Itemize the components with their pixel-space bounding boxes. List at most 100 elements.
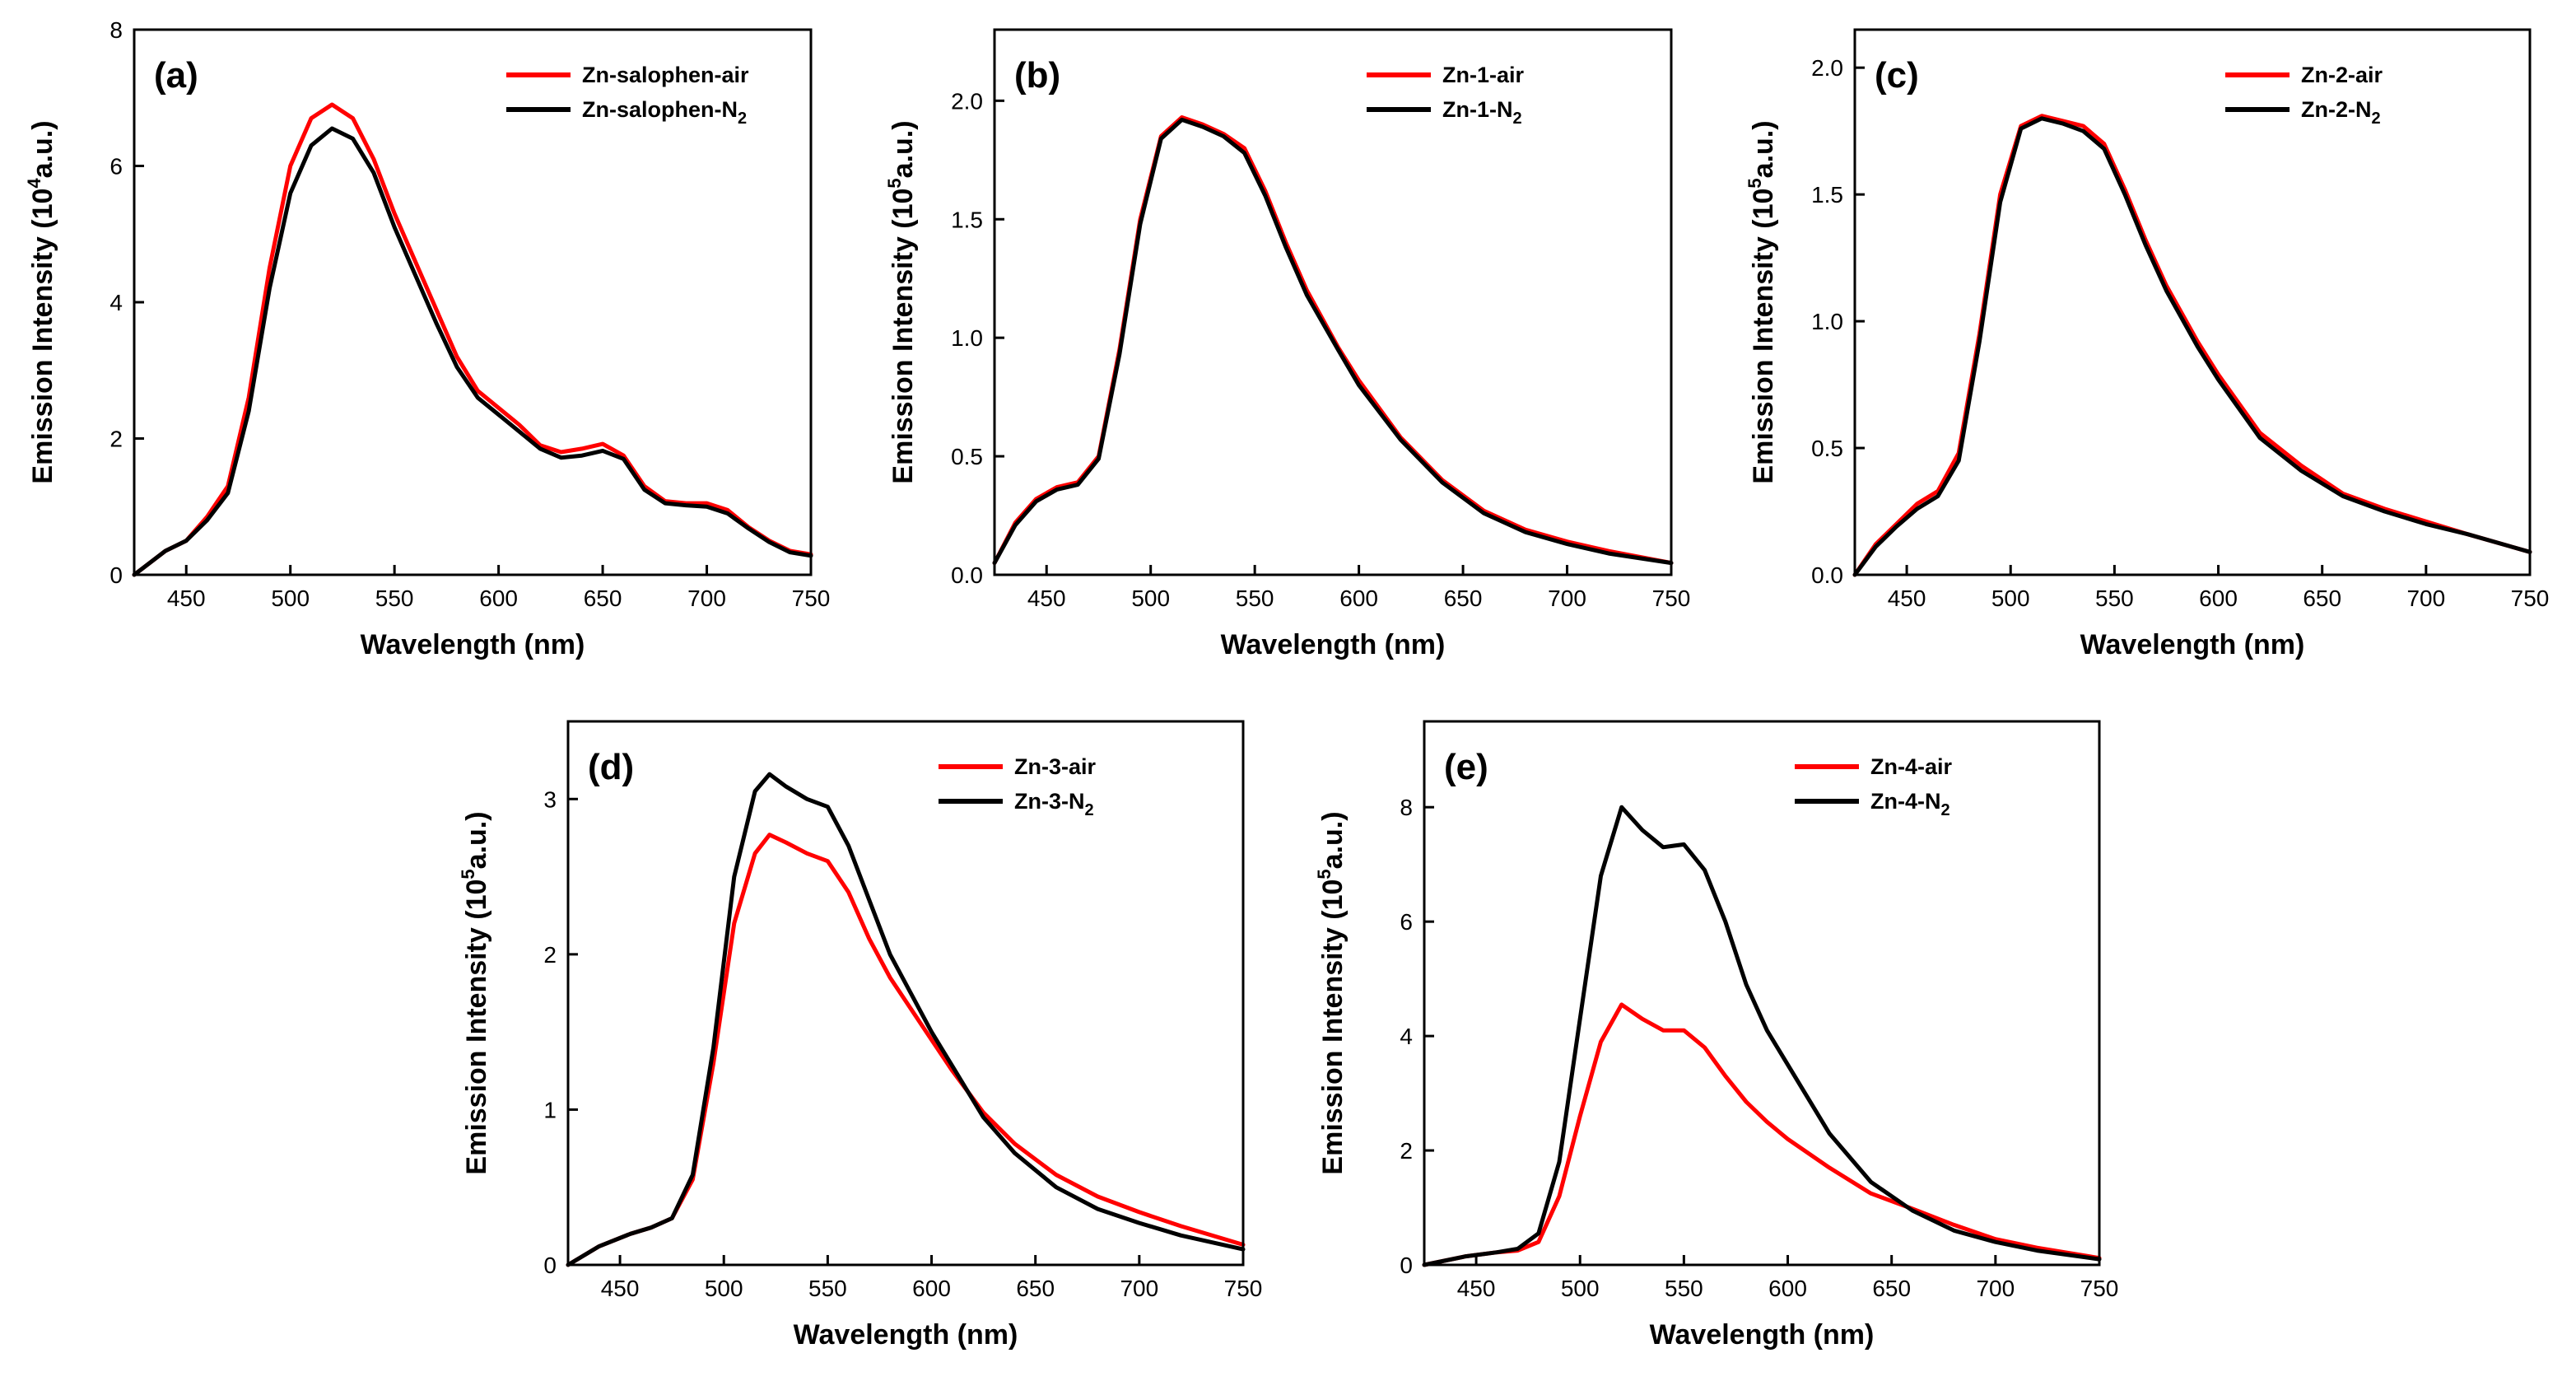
x-axis-title: Wavelength (nm) xyxy=(361,629,585,660)
plot-frame xyxy=(566,720,1245,1267)
y-tick-label: 3 xyxy=(543,786,557,812)
legend-label-n2: Zn-salophen-N2 xyxy=(582,97,747,128)
series-line-air xyxy=(566,833,1246,1267)
y-axis-title: Emission Intensity (105a.u.) xyxy=(458,811,492,1174)
x-tick-label: 750 xyxy=(1652,586,1691,611)
panel-label: (d) xyxy=(588,747,634,787)
y-tick-label: 6 xyxy=(1400,909,1413,935)
x-tick-label: 450 xyxy=(1888,586,1926,611)
y-tick-label: 2 xyxy=(109,427,123,452)
x-tick-label: 500 xyxy=(1991,586,2030,611)
x-tick-label: 700 xyxy=(1548,586,1586,611)
x-axis-title: Wavelength (nm) xyxy=(1650,1319,1875,1351)
x-tick-label: 550 xyxy=(1665,1276,1703,1301)
x-tick-label: 550 xyxy=(1236,586,1274,611)
x-tick-label: 650 xyxy=(1016,1276,1055,1301)
y-tick-label: 2 xyxy=(1400,1138,1413,1164)
legend-label-n2: Zn-4-N2 xyxy=(1870,789,1950,819)
y-tick-label: 1.5 xyxy=(1811,182,1843,208)
series-line-n2 xyxy=(992,117,1674,566)
y-tick-label: 1.0 xyxy=(951,325,983,351)
series-line-n2 xyxy=(566,772,1246,1267)
x-tick-label: 700 xyxy=(1120,1276,1158,1301)
chart-panel-4: 450 500 550 600 650 700 750 0 1 2 3 Wavelength (nm)… xyxy=(458,720,1263,1351)
series-line-air xyxy=(1852,114,2532,577)
y-tick-label: 1 xyxy=(543,1097,557,1122)
plot-frame xyxy=(993,28,1673,576)
legend-label-air: Zn-salophen-air xyxy=(582,63,749,87)
y-tick-label: 8 xyxy=(1400,795,1413,820)
x-tick-label: 500 xyxy=(1131,586,1170,611)
chart-panel-2: 450 500 550 600 650 700 750 0.0 0.5 1.0 1.5 2.0 Wave… xyxy=(884,28,1691,660)
series-line-air xyxy=(1422,1002,2102,1267)
plot-frame xyxy=(1423,720,2101,1267)
y-axis-title: Emission Intensity (105a.u.) xyxy=(1745,120,1779,483)
legend-label-air: Zn-1-air xyxy=(1442,63,1525,87)
x-tick-label: 700 xyxy=(2406,586,2445,611)
x-tick-label: 650 xyxy=(2303,586,2341,611)
x-tick-label: 650 xyxy=(1872,1276,1911,1301)
x-tick-label: 550 xyxy=(2095,586,2134,611)
x-tick-label: 600 xyxy=(479,586,518,611)
x-tick-label: 750 xyxy=(792,586,831,611)
x-tick-label: 700 xyxy=(687,586,726,611)
x-tick-label: 450 xyxy=(601,1276,640,1301)
y-tick-label: 4 xyxy=(1400,1024,1413,1049)
series-line-n2 xyxy=(1422,805,2102,1267)
y-tick-label: 0.0 xyxy=(951,562,983,588)
x-tick-label: 450 xyxy=(1027,586,1066,611)
x-tick-label: 500 xyxy=(1561,1276,1600,1301)
y-axis-title: Emission Intensity (104a.u.) xyxy=(24,120,58,483)
series-line-air xyxy=(132,102,813,577)
x-tick-label: 550 xyxy=(375,586,414,611)
x-tick-label: 600 xyxy=(912,1276,951,1301)
y-axis-title: Emission Intensity (105a.u.) xyxy=(884,120,919,483)
panel-label: (e) xyxy=(1444,747,1488,787)
legend-label-air: Zn-3-air xyxy=(1014,754,1097,779)
y-tick-label: 4 xyxy=(109,290,123,315)
y-tick-label: 1.5 xyxy=(951,207,983,232)
y-tick-label: 0 xyxy=(1400,1253,1413,1278)
series-line-n2 xyxy=(1852,116,2532,577)
y-axis-title: Emission Intensity (105a.u.) xyxy=(1314,811,1349,1174)
legend-label-air: Zn-2-air xyxy=(2301,63,2383,87)
x-tick-label: 700 xyxy=(1976,1276,2015,1301)
y-tick-label: 0 xyxy=(543,1253,557,1278)
x-tick-label: 600 xyxy=(1339,586,1378,611)
panel-label: (a) xyxy=(154,55,198,96)
y-tick-label: 1.0 xyxy=(1811,309,1843,334)
x-tick-label: 600 xyxy=(1768,1276,1807,1301)
x-tick-label: 750 xyxy=(1224,1276,1263,1301)
x-tick-label: 450 xyxy=(1457,1276,1496,1301)
legend-label-n2: Zn-3-N2 xyxy=(1014,789,1094,819)
x-tick-label: 500 xyxy=(271,586,310,611)
x-tick-label: 750 xyxy=(2080,1276,2119,1301)
x-axis-title: Wavelength (nm) xyxy=(794,1319,1018,1351)
y-tick-label: 0.0 xyxy=(1811,562,1843,588)
x-axis-title: Wavelength (nm) xyxy=(2080,629,2305,660)
chart-panel-3: 450 500 550 600 650 700 750 0.0 0.5 1.0 1.5 2.0 Wave… xyxy=(1745,28,2550,660)
x-tick-label: 650 xyxy=(584,586,622,611)
legend-label-n2: Zn-2-N2 xyxy=(2301,97,2381,128)
x-axis-title: Wavelength (nm) xyxy=(1221,629,1446,660)
y-tick-label: 2 xyxy=(543,942,557,968)
y-tick-label: 0.5 xyxy=(1811,436,1843,461)
x-tick-label: 450 xyxy=(167,586,206,611)
y-tick-label: 2.0 xyxy=(951,88,983,114)
x-tick-label: 650 xyxy=(1444,586,1483,611)
x-tick-label: 550 xyxy=(808,1276,847,1301)
y-tick-label: 0 xyxy=(109,562,123,588)
panel-label: (b) xyxy=(1014,55,1060,96)
y-tick-label: 8 xyxy=(109,17,123,43)
y-tick-label: 0.5 xyxy=(951,444,983,469)
series-line-n2 xyxy=(132,126,813,577)
legend-label-air: Zn-4-air xyxy=(1870,754,1953,779)
panel-label: (c) xyxy=(1875,55,1919,96)
x-tick-label: 500 xyxy=(705,1276,743,1301)
y-tick-label: 6 xyxy=(109,154,123,180)
legend-label-n2: Zn-1-N2 xyxy=(1442,97,1522,128)
x-tick-label: 750 xyxy=(2511,586,2550,611)
y-tick-label: 2.0 xyxy=(1811,55,1843,81)
plot-frame xyxy=(1853,28,2532,576)
